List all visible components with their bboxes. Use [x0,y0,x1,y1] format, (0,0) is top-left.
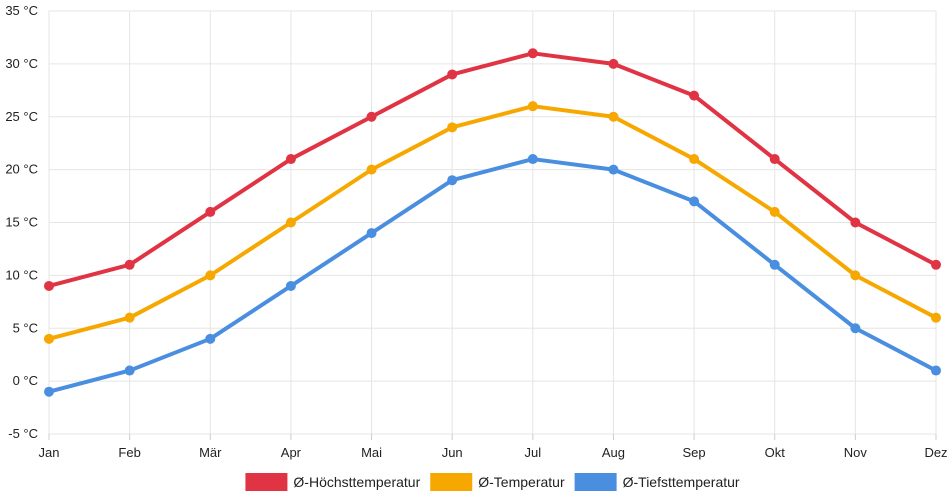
x-axis: Jan Feb Mär Apr Mai Jun Jul Aug Sep Okt Nov Dez [39,434,948,460]
series-layer [44,48,941,397]
data-point[interactable] [689,196,700,207]
x-tick-label: Mär [199,445,222,460]
x-tick-label: Aug [602,445,625,460]
data-point[interactable] [124,312,135,323]
series-line [47,104,938,341]
data-point[interactable] [850,323,861,334]
y-tick-label: 10 °C [5,267,38,282]
data-point[interactable] [124,365,135,376]
data-point[interactable] [366,111,377,122]
legend-label: Ø-Tiefsttemperatur [623,474,740,490]
y-tick-label: -5 °C [8,426,38,441]
data-point[interactable] [285,154,296,165]
y-tick-label: 30 °C [5,56,38,71]
data-point[interactable] [205,206,216,217]
data-point[interactable] [689,90,700,101]
x-tick-label: Jun [442,445,463,460]
series-3 [44,154,941,397]
y-tick-label: 0 °C [13,373,38,388]
data-point[interactable] [205,270,216,281]
legend[interactable]: Ø-Höchsttemperatur Ø-Temperatur Ø-Tiefstte… [245,473,740,491]
data-point[interactable] [527,48,538,59]
y-axis: -5 °C 0 °C 5 °C 10 °C 15 °C 20 °C 25 °C 30 °C 35… [5,3,38,441]
data-point[interactable] [447,69,458,80]
data-point[interactable] [850,270,861,281]
y-tick-label: 25 °C [5,109,38,124]
x-tick-label: Nov [844,445,868,460]
data-point[interactable] [44,333,54,344]
x-tick-label: Jul [525,445,542,460]
legend-item-3[interactable]: Ø-Tiefsttemperatur [574,473,740,491]
x-tick-label: Jan [39,445,60,460]
data-point[interactable] [931,365,941,376]
data-point[interactable] [608,58,619,69]
x-tick-label: Apr [281,445,302,460]
y-tick-label: 35 °C [5,3,38,18]
data-point[interactable] [769,154,780,165]
data-point[interactable] [124,259,135,270]
data-point[interactable] [44,386,54,397]
series-1 [44,48,941,291]
data-point[interactable] [527,154,538,165]
legend-item-1[interactable]: Ø-Höchsttemperatur [245,473,421,491]
data-point[interactable] [44,280,54,291]
legend-label: Ø-Höchsttemperatur [293,474,420,490]
data-point[interactable] [689,154,700,165]
data-point[interactable] [285,217,296,228]
x-tick-label: Mai [361,445,382,460]
data-point[interactable] [769,206,780,217]
x-tick-label: Dez [924,445,947,460]
grid-layer [48,10,937,435]
data-point[interactable] [366,164,377,175]
y-tick-label: 20 °C [5,162,38,177]
series-2 [44,101,941,344]
data-point[interactable] [931,312,941,323]
data-point[interactable] [931,259,941,270]
x-tick-label: Feb [118,445,140,460]
data-point[interactable] [850,217,861,228]
data-point[interactable] [527,101,538,112]
data-point[interactable] [447,175,458,186]
x-tick-label: Okt [765,445,786,460]
series-line [47,157,938,394]
y-tick-label: 15 °C [5,215,38,230]
x-tick-label: Sep [683,445,706,460]
data-point[interactable] [608,164,619,175]
legend-swatch [245,473,288,491]
legend-label: Ø-Temperatur [478,474,565,490]
legend-swatch [430,473,473,491]
series-line [47,51,938,288]
data-point[interactable] [447,122,458,133]
legend-swatch [574,473,617,491]
data-point[interactable] [769,259,780,270]
data-point[interactable] [205,333,216,344]
y-tick-label: 5 °C [13,320,38,335]
data-point[interactable] [366,228,377,239]
data-point[interactable] [285,280,296,291]
data-point[interactable] [608,111,619,122]
legend-item-2[interactable]: Ø-Temperatur [430,473,565,491]
